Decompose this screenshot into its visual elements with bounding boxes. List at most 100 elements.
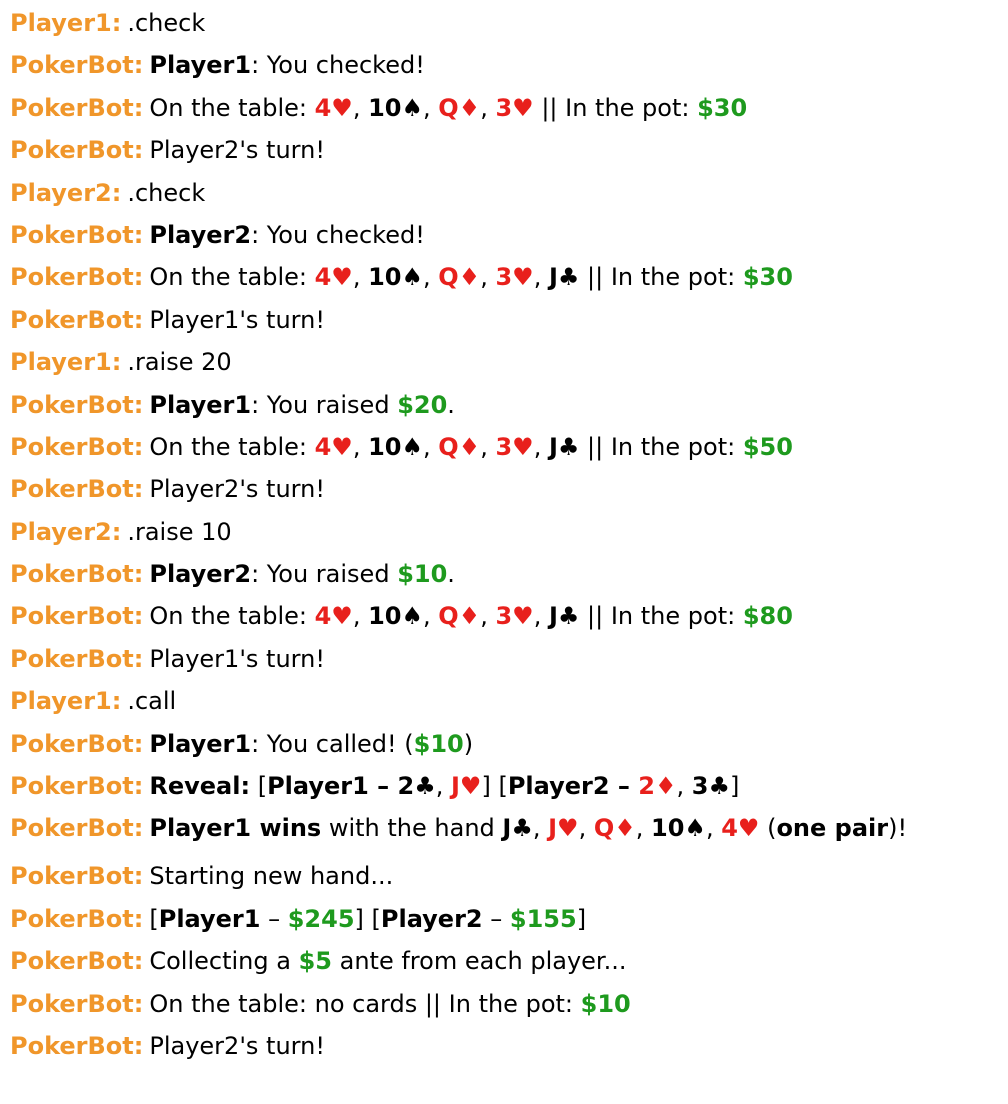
bold-text: Player1 [158,904,261,933]
chat-message: PokerBot: Starting new hand... [10,861,1000,891]
message-text: .check [127,9,206,37]
message-text: ) [463,729,474,758]
chat-message: PokerBot: Player1: You called! ($10) [10,729,1000,759]
message-sender: PokerBot: [10,432,144,461]
message-sender: PokerBot: [10,305,144,334]
message-text: On the table: [149,93,315,122]
message-text: , [533,263,549,292]
message-text: Starting new hand... [149,862,394,891]
chat-message: Player2: .check [10,178,1000,208]
message-text: .check [127,178,206,207]
message-text: ] [576,904,587,933]
bold-text: Player1 [149,729,252,758]
message-text: , [533,602,549,631]
money-amount: $10 [580,989,631,1018]
money-amount: $245 [287,904,355,933]
message-sender: Player2: [10,517,122,546]
bold-text: Player2 [149,560,252,589]
message-text: : You checked! [251,220,425,249]
message-sender: PokerBot: [10,772,144,801]
message-text: [ [250,772,268,801]
chat-message: PokerBot: Player1's turn! [10,644,1000,674]
chat-message: PokerBot: Player2's turn! [10,474,1000,504]
message-text: with the hand [321,814,503,843]
money-amount: $50 [742,432,793,461]
chat-message: PokerBot: Reveal: [Player1 – 2♣, J♥] [Pla… [10,771,1000,801]
bold-text: Reveal: [149,772,251,801]
message-text: : You called! ( [251,729,414,758]
message-text: On the table: [149,602,315,631]
message-text: : You checked! [251,51,425,80]
bold-text: Player1 [149,390,252,419]
message-text: On the table: no cards || In the pot: [149,989,581,1018]
message-sender: Player1: [10,687,122,716]
message-text: – [260,904,288,933]
message-sender: PokerBot: [10,1031,144,1060]
black-card: 10♠ [368,602,424,631]
black-card: 10♠ [651,814,706,843]
bold-text: Player2 [149,220,252,249]
message-text: , [480,602,496,631]
message-sender: PokerBot: [10,220,144,249]
message-text: , [352,602,369,631]
chat-message: PokerBot: Player2's turn! [10,1031,1000,1061]
message-sender: PokerBot: [10,51,144,80]
message-text: .raise 10 [127,517,232,546]
money-amount: $5 [298,947,332,976]
message-text: || In the pot: [579,432,743,461]
red-card: 4♥ [721,814,760,843]
bold-text: Player1 – [267,772,398,801]
message-sender: Player1: [10,348,122,377]
message-text: Player2's turn! [149,136,325,165]
message-sender: PokerBot: [10,475,144,504]
message-text: On the table: [149,263,315,292]
message-sender: PokerBot: [10,602,144,631]
chat-message: PokerBot: Player1: You checked! [10,50,1000,80]
red-card: Q♦ [438,93,481,122]
red-card: J♥ [548,814,579,843]
message-text: , [435,772,451,801]
message-text: , [423,263,439,292]
message-text: || In the pot: [579,602,743,631]
message-sender: Player2: [10,178,122,207]
money-amount: $30 [742,263,793,292]
message-sender: PokerBot: [10,644,144,673]
chat-message: PokerBot: Player2: You raised $10. [10,559,1000,589]
message-sender: PokerBot: [10,263,144,292]
red-card: 3♥ [495,432,534,461]
message-text: , [578,814,594,843]
message-text: Player1's turn! [149,644,325,673]
bold-text: Player2 – [507,772,639,801]
message-text: ] [ [354,904,381,933]
message-text: )! [888,814,908,843]
message-text: ante from each player... [332,947,627,976]
chat-message: PokerBot: On the table: 4♥, 10♠, Q♦, 3♥, … [10,262,1000,292]
money-amount: $155 [509,904,577,933]
chat-message: PokerBot: On the table: no cards || In th… [10,989,1000,1019]
red-card: 4♥ [314,432,353,461]
red-card: 3♥ [495,263,534,292]
red-card: 4♥ [314,602,353,631]
message-text: , [352,263,369,292]
message-text: , [676,772,692,801]
money-amount: $10 [397,560,448,589]
chat-message: PokerBot: Player1: You raised $20. [10,390,1000,420]
message-text: Collecting a [149,947,299,976]
red-card: 2♦ [638,772,677,801]
message-text: ] [729,772,740,801]
message-text: , [533,432,549,461]
message-text: – [482,904,510,933]
chat-message: Player1: .check [10,8,1000,38]
message-sender: PokerBot: [10,947,144,976]
money-amount: $30 [697,93,748,122]
message-sender: PokerBot: [10,390,144,419]
message-text: . [447,390,455,419]
red-card: 4♥ [314,263,353,292]
bold-text: Player1 [149,51,252,80]
money-amount: $80 [742,602,793,631]
message-sender: PokerBot: [10,729,144,758]
message-text: , [423,93,439,122]
message-sender: PokerBot: [10,862,144,891]
chat-message: PokerBot: Player2: You checked! [10,220,1000,250]
message-text: : You raised [251,560,398,589]
